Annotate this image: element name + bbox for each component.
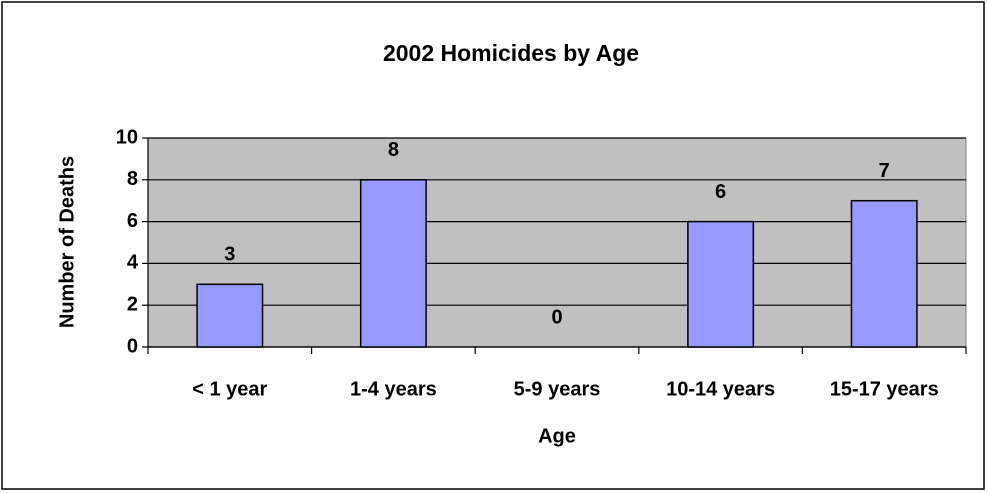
y-tick-label: 4 [127,252,139,274]
bar [359,179,427,348]
bar [196,283,264,348]
x-tick-label: 1-4 years [350,378,437,400]
data-label: 6 [715,181,726,203]
x-tick-label: 5-9 years [514,378,601,400]
y-tick-label: 0 [127,335,138,357]
y-tick-label: 6 [127,210,138,232]
y-tick-label: 8 [127,168,138,190]
data-label: 0 [551,306,562,328]
data-label: 8 [388,139,399,161]
bar [850,199,918,348]
x-tick-label: 15-17 years [830,378,939,400]
y-tick-label: 2 [127,293,138,315]
bar [687,220,755,348]
x-axis-label: Age [538,425,576,447]
y-axis-label: Number of Deaths [56,156,78,328]
data-label: 3 [224,244,235,266]
x-tick-label: 10-14 years [666,378,775,400]
data-label: 7 [879,160,890,182]
y-tick-label: 10 [116,126,138,148]
chart-title: 2002 Homicides by Age [383,40,639,66]
plot-area [147,137,967,348]
x-tick-label: < 1 year [192,378,267,400]
